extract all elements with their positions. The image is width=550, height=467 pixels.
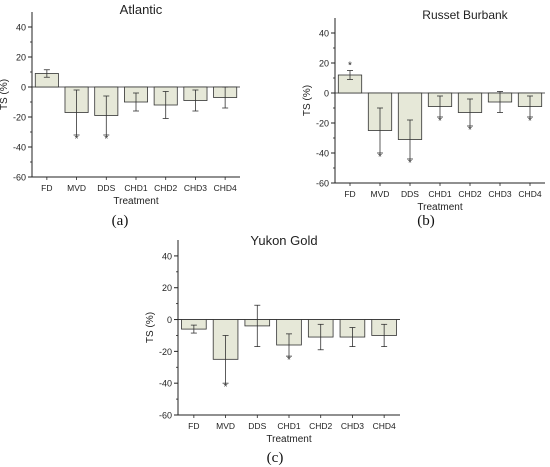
- x-tick-label-chd1: CHD1: [124, 183, 147, 193]
- y-tick-label: 40: [319, 29, 329, 39]
- significance-marker: *: [528, 116, 532, 127]
- significance-marker: *: [468, 125, 472, 136]
- y-tick-label: -20: [159, 347, 172, 357]
- x-tick-label-dds: DDS: [401, 189, 419, 199]
- x-tick-label-dds: DDS: [97, 183, 115, 193]
- x-axis-label: Treatment: [417, 202, 462, 213]
- panel-label: (b): [417, 213, 435, 229]
- x-tick-label-chd3: CHD3: [488, 189, 511, 199]
- x-tick-label-chd3: CHD3: [341, 421, 364, 431]
- y-tick-label: -40: [13, 143, 26, 153]
- x-tick-label-chd2: CHD2: [309, 421, 332, 431]
- x-tick-label-chd3: CHD3: [184, 183, 207, 193]
- y-tick-label: -40: [316, 149, 329, 159]
- significance-marker: *: [348, 61, 352, 72]
- significance-marker: *: [75, 134, 79, 145]
- y-tick-label: 20: [319, 59, 329, 69]
- y-tick-label: -60: [316, 179, 329, 189]
- y-tick-label: 40: [16, 23, 26, 33]
- chart-title: Russet Burbank: [422, 8, 508, 22]
- x-tick-label-fd: FD: [41, 183, 52, 193]
- y-axis-label: TS (%): [0, 79, 10, 110]
- y-tick-label: -20: [316, 119, 329, 129]
- y-tick-label: 40: [162, 251, 172, 261]
- significance-marker: *: [104, 134, 108, 145]
- x-axis-label: Treatment: [113, 196, 158, 207]
- y-tick-label: 0: [167, 315, 172, 325]
- panel-label: (a): [112, 213, 129, 229]
- x-tick-label-mvd: MVD: [371, 189, 390, 199]
- chart-panel-b: -60 -40 -20 0 20 40 * FD * MVD * DDS * CHD1 * CHD2 CHD3 *…: [302, 8, 545, 229]
- y-tick-label: -20: [13, 113, 26, 123]
- y-tick-label: -40: [159, 379, 172, 389]
- significance-marker: *: [224, 382, 228, 393]
- x-axis-label: Treatment: [266, 434, 311, 445]
- panel-label: (c): [267, 450, 284, 466]
- x-tick-label-dds: DDS: [248, 421, 266, 431]
- y-tick-label: -60: [159, 411, 172, 421]
- x-tick-label-chd4: CHD4: [373, 421, 396, 431]
- significance-marker: *: [287, 355, 291, 366]
- chart-title: Atlantic: [120, 2, 163, 17]
- x-tick-label-chd2: CHD2: [458, 189, 481, 199]
- x-tick-label-fd: FD: [188, 421, 199, 431]
- x-tick-label-chd4: CHD4: [518, 189, 541, 199]
- x-tick-label-chd4: CHD4: [214, 183, 237, 193]
- significance-marker: *: [408, 158, 412, 169]
- chart-panel-c: -60 -40 -20 0 20 40 FD * MVD DDS * CHD1 CHD2 CHD3 CHD4…: [145, 233, 400, 466]
- y-tick-label: 0: [21, 83, 26, 93]
- y-tick-label: -60: [13, 173, 26, 183]
- y-tick-label: 0: [324, 89, 329, 99]
- x-tick-label-chd1: CHD1: [428, 189, 451, 199]
- x-tick-label-mvd: MVD: [67, 183, 86, 193]
- x-tick-label-fd: FD: [344, 189, 355, 199]
- chart-panel-a: -60 -40 -20 0 20 40 FD * MVD * DDS CHD1 CHD2 CHD3 CHD4…: [0, 2, 240, 229]
- significance-marker: *: [378, 152, 382, 163]
- chart-title: Yukon Gold: [250, 233, 317, 248]
- y-axis-label: TS (%): [145, 312, 156, 343]
- y-tick-label: 20: [16, 53, 26, 63]
- x-tick-label-chd1: CHD1: [277, 421, 300, 431]
- x-tick-label-mvd: MVD: [216, 421, 235, 431]
- x-tick-label-chd2: CHD2: [154, 183, 177, 193]
- y-axis-label: TS (%): [302, 85, 313, 116]
- significance-marker: *: [438, 116, 442, 127]
- y-tick-label: 20: [162, 283, 172, 293]
